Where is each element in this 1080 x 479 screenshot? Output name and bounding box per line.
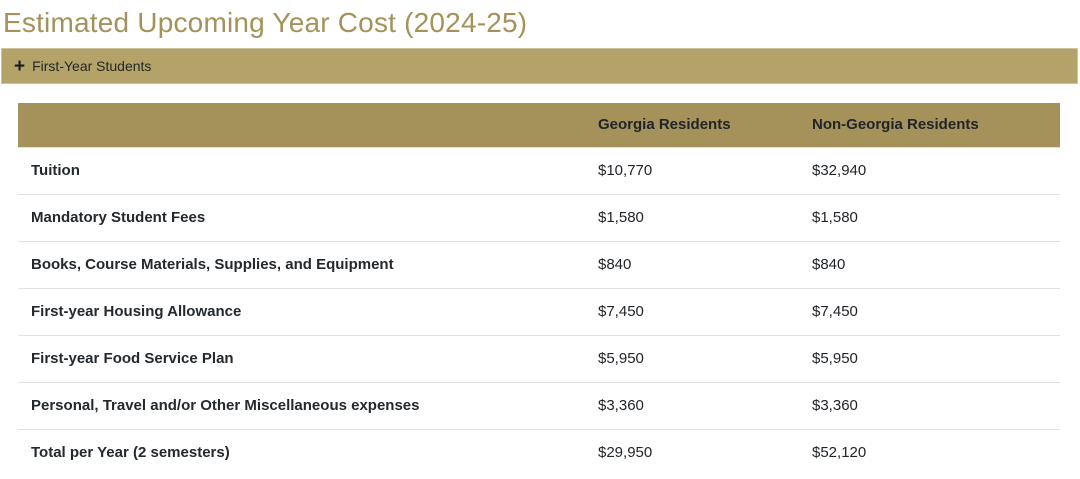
cost-category-label: First-year Food Service Plan bbox=[18, 334, 598, 382]
cost-category-label: Books, Course Materials, Supplies, and E… bbox=[18, 240, 598, 288]
cost-category-label: Tuition bbox=[18, 146, 598, 194]
cost-table: Georgia Residents Non-Georgia Residents … bbox=[18, 103, 1060, 476]
georgia-resident-value: $5,950 bbox=[598, 334, 812, 382]
non-georgia-resident-value: $5,950 bbox=[812, 334, 1060, 382]
table-row: First-year Housing Allowance $7,450 $7,4… bbox=[18, 287, 1060, 335]
georgia-resident-value: $7,450 bbox=[598, 287, 812, 335]
column-header-non-georgia-residents: Non-Georgia Residents bbox=[812, 103, 1060, 147]
non-georgia-resident-value: $1,580 bbox=[812, 193, 1060, 241]
table-row: First-year Food Service Plan $5,950 $5,9… bbox=[18, 334, 1060, 382]
accordion-first-year-students[interactable]: + First-Year Students bbox=[1, 48, 1078, 84]
non-georgia-resident-value: $52,120 bbox=[812, 428, 1060, 476]
cost-category-label: Personal, Travel and/or Other Miscellane… bbox=[18, 381, 598, 429]
georgia-resident-value: $1,580 bbox=[598, 193, 812, 241]
non-georgia-resident-value: $840 bbox=[812, 240, 1060, 288]
plus-icon[interactable]: + bbox=[14, 55, 26, 77]
column-header-category bbox=[18, 103, 598, 147]
cost-category-label: Mandatory Student Fees bbox=[18, 193, 598, 241]
non-georgia-resident-value: $3,360 bbox=[812, 381, 1060, 429]
table-row: Personal, Travel and/or Other Miscellane… bbox=[18, 381, 1060, 429]
table-header-row: Georgia Residents Non-Georgia Residents bbox=[18, 103, 1060, 147]
georgia-resident-value: $3,360 bbox=[598, 381, 812, 429]
cost-category-label: First-year Housing Allowance bbox=[18, 287, 598, 335]
table-row: Tuition $10,770 $32,940 bbox=[18, 146, 1060, 194]
cost-category-label: Total per Year (2 semesters) bbox=[18, 428, 598, 476]
column-header-georgia-residents: Georgia Residents bbox=[598, 103, 812, 147]
non-georgia-resident-value: $7,450 bbox=[812, 287, 1060, 335]
georgia-resident-value: $840 bbox=[598, 240, 812, 288]
page-title: Estimated Upcoming Year Cost (2024-25) bbox=[3, 7, 528, 38]
table-row: Books, Course Materials, Supplies, and E… bbox=[18, 240, 1060, 288]
table-row: Total per Year (2 semesters) $29,950 $52… bbox=[18, 428, 1060, 476]
accordion-label: First-Year Students bbox=[32, 58, 152, 74]
non-georgia-resident-value: $32,940 bbox=[812, 146, 1060, 194]
georgia-resident-value: $10,770 bbox=[598, 146, 812, 194]
georgia-resident-value: $29,950 bbox=[598, 428, 812, 476]
table-row: Mandatory Student Fees $1,580 $1,580 bbox=[18, 193, 1060, 241]
